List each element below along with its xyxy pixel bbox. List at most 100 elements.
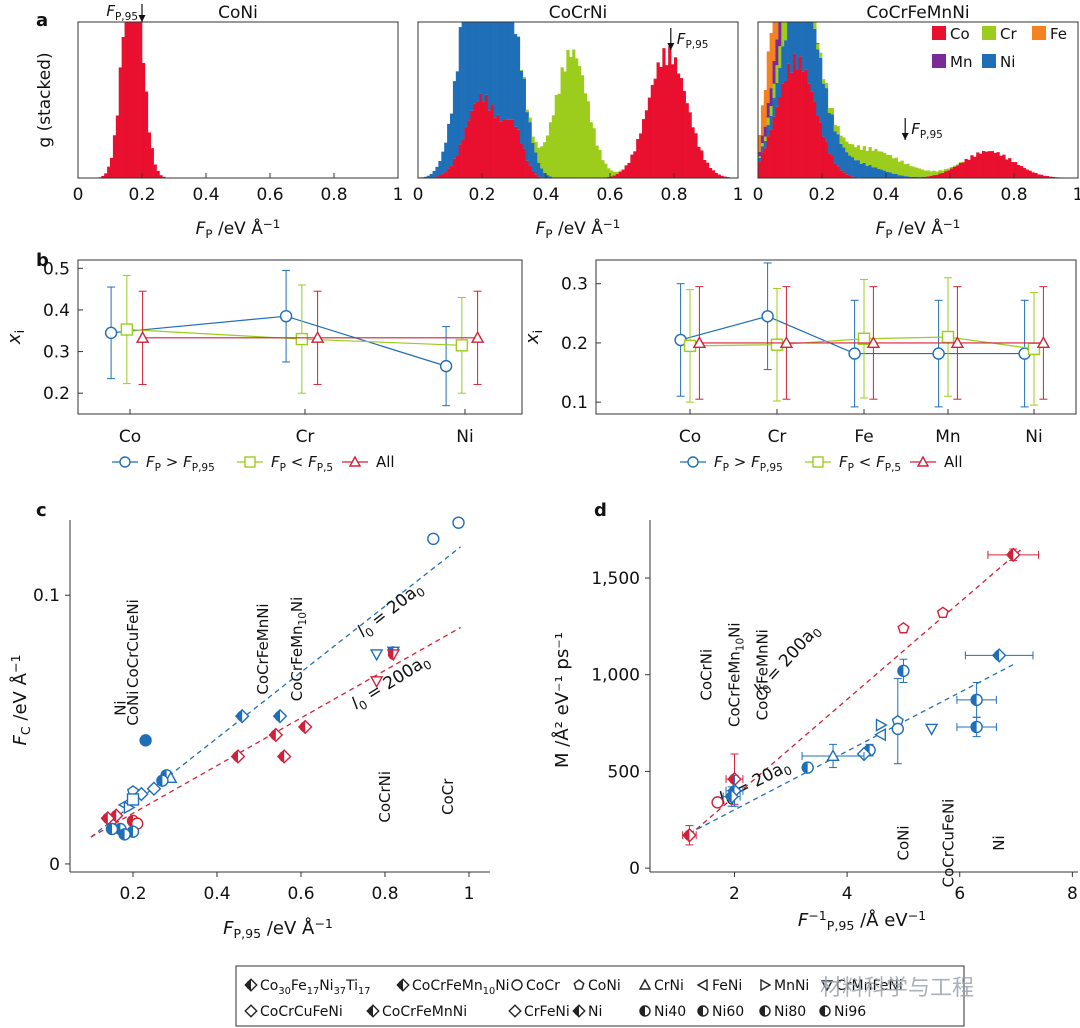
histogram-bar-Ni xyxy=(499,22,503,122)
histogram-bar-Fe xyxy=(763,89,768,127)
histogram-bar-Co xyxy=(150,148,154,178)
legend-label: FP < FP,5 xyxy=(839,453,901,474)
histogram-bar-Co xyxy=(674,57,678,178)
histogram-bar-Cr xyxy=(537,147,541,163)
marker-half-fill xyxy=(299,721,306,733)
marker-half-fill xyxy=(820,1006,825,1016)
histogram-bar-Co xyxy=(519,143,524,178)
histogram-bar-Fe xyxy=(775,22,779,40)
marker-circle xyxy=(139,734,152,747)
histogram-bar-Mn xyxy=(763,126,768,137)
histogram-bar-Co xyxy=(706,162,710,178)
x-axis-label: FP /eV Å−1 xyxy=(536,217,621,241)
histogram-bar-Co xyxy=(464,126,468,178)
marker-tri-down xyxy=(820,980,834,992)
marker-tri-right xyxy=(760,978,772,992)
histogram-bar-Ni xyxy=(854,160,858,177)
plot-frame xyxy=(757,21,1079,179)
errorbar-plot-b2: 0.1 0.2 0.3 xi Co Cr Fe Mn Ni FP > FP,95 FP < FP,5… xyxy=(522,259,1077,474)
histogram-bar-Cr xyxy=(824,82,829,89)
histogram-bar-Co xyxy=(996,152,1000,178)
histogram-bar-Cr xyxy=(589,122,593,178)
histogram-bar-Co xyxy=(947,170,951,178)
histogram-bar-Ni xyxy=(455,71,460,156)
x-tick-label: 0.4 xyxy=(203,884,230,904)
histogram-bar-Ni xyxy=(871,167,875,178)
fit-line xyxy=(688,548,1023,836)
marker-tri-left xyxy=(696,978,708,992)
histogram-bar-Cr xyxy=(920,169,925,178)
histogram-bar-Cr xyxy=(909,166,913,177)
histogram-bar-Co xyxy=(990,151,994,178)
histogram-bar-Cr xyxy=(871,150,875,168)
histogram-bar-Co xyxy=(848,175,852,178)
histogram-bar-Cr xyxy=(903,164,907,177)
legend-item-label: CrNi xyxy=(654,978,684,994)
marker-diamond xyxy=(146,781,162,797)
histogram-bar-Co xyxy=(697,146,701,178)
histogram-bar-Cr xyxy=(842,137,846,148)
histogram-bar-Ni xyxy=(511,22,515,120)
histogram-bar-Ni xyxy=(787,22,791,64)
histogram-bar-Cr xyxy=(900,160,904,176)
legend-item-label: CoCr xyxy=(526,978,560,994)
histogram-bar-Co xyxy=(970,155,974,178)
alloy-label: CoCrCuFeNi xyxy=(939,799,957,888)
histogram-bar-Ni xyxy=(484,22,489,95)
x-tick-label: 1 xyxy=(733,185,744,205)
histogram-bar-Cr xyxy=(888,154,893,173)
annotation-label: FP,95 xyxy=(677,30,709,51)
legend-item-label: CoCrCuFeNi xyxy=(260,1004,343,1020)
y-tick-label: 1,500 xyxy=(591,569,640,589)
histogram-bar-Fe xyxy=(766,51,770,103)
histogram-bar-Co xyxy=(955,165,960,178)
panel-label-d: d xyxy=(594,500,607,521)
y-tick-label: 0.1 xyxy=(33,586,60,606)
histogram-bar-Cr xyxy=(621,169,625,170)
histogram-bar-Cr xyxy=(819,52,823,58)
histogram-bar-Co xyxy=(813,101,817,178)
marker-tri-up xyxy=(916,455,930,467)
legend-item-label: Ni xyxy=(588,1004,602,1020)
histogram-bar-Co xyxy=(1048,176,1053,178)
histogram-bar-Ni xyxy=(822,83,826,137)
histogram-bar-Ni xyxy=(514,34,518,127)
marker-tri-up xyxy=(692,335,707,349)
x-tick-label: 0.8 xyxy=(320,185,347,205)
histogram-bar-Co xyxy=(1014,162,1018,178)
histogram-bar-Cr xyxy=(531,136,535,143)
histogram-bar-Co xyxy=(679,78,684,178)
histogram-bar-Ni xyxy=(438,161,442,176)
histogram-bar-Co xyxy=(854,176,858,178)
histogram-bar-Cr xyxy=(575,58,579,178)
histogram-bar-Co xyxy=(516,129,521,178)
x-tick-label: 2 xyxy=(729,884,740,904)
histogram-bar-Ni xyxy=(775,83,779,107)
histogram-a2: CoCrNi 0 0.2 0.4 0.6 0.8 1 FP /eV Å−1 FP,95 xyxy=(413,3,744,241)
histogram-bar-Co xyxy=(691,127,695,178)
histogram-bar-Co xyxy=(630,154,634,178)
histogram-bar-Co xyxy=(493,117,497,178)
marker-half-fill xyxy=(1007,549,1014,561)
histogram-bar-Co xyxy=(816,115,820,178)
histogram-bar-Ni xyxy=(772,97,776,117)
histogram-bar-Co xyxy=(612,175,617,178)
histogram-bar-Ni xyxy=(540,168,544,178)
y-tick-label: 0.5 xyxy=(43,259,70,279)
histogram-bar-Ni xyxy=(918,176,922,178)
legend-label: Ni xyxy=(1000,53,1015,71)
histogram-bar-Co xyxy=(142,62,146,178)
histogram-bar-Ni xyxy=(903,176,907,178)
histogram-bar-Ni xyxy=(868,164,872,178)
histogram-bar-Ni xyxy=(784,40,788,81)
histogram-bar-Cr xyxy=(766,117,770,125)
histogram-bar-Co xyxy=(1043,175,1047,178)
marker-tri-up xyxy=(866,335,881,349)
histogram-bar-Cr xyxy=(583,93,588,178)
histogram-bar-Mn xyxy=(772,60,776,84)
y-tick-label: 0.3 xyxy=(561,275,588,295)
histogram-bar-Co xyxy=(798,56,802,178)
y-axis-label: M /Å² eV⁻¹ ps⁻¹ xyxy=(551,632,573,768)
histogram-bar-Co xyxy=(458,144,462,178)
